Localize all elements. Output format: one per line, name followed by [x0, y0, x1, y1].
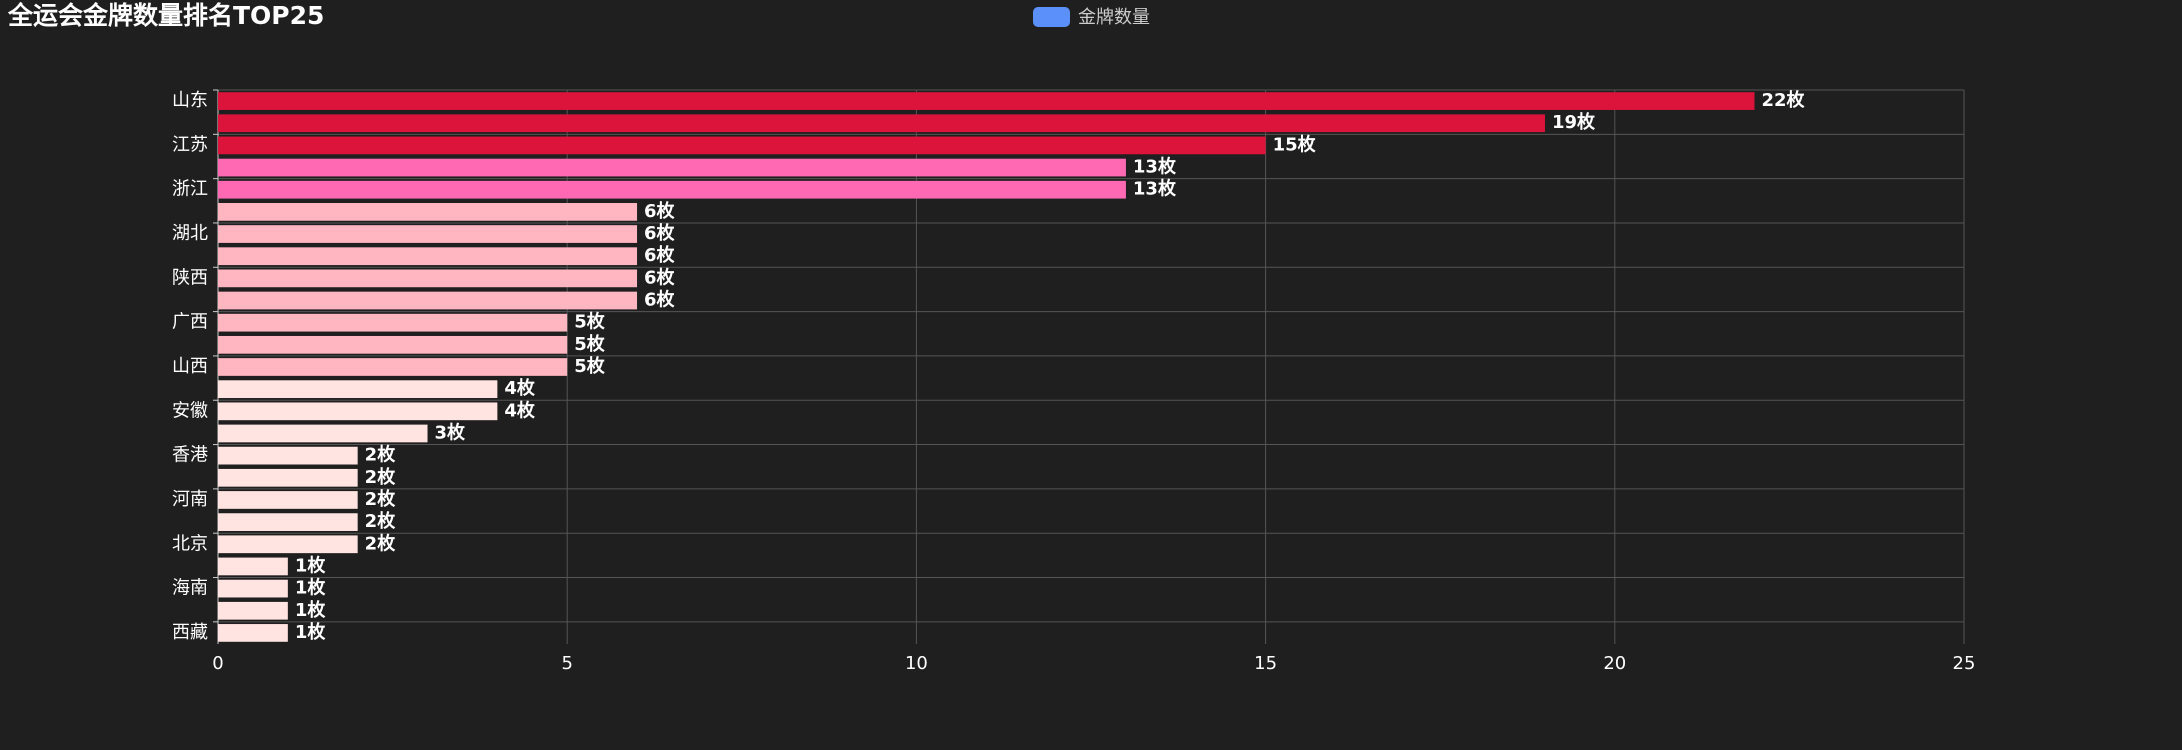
y-tick-label: 西藏	[172, 622, 208, 643]
bar[interactable]	[218, 446, 358, 465]
data-label: 3枚	[435, 421, 467, 443]
data-label: 1枚	[295, 554, 327, 576]
y-tick-label: 山西	[172, 356, 208, 377]
bar[interactable]	[218, 225, 638, 243]
y-tick-label: 山东	[172, 90, 208, 111]
bar[interactable]	[218, 313, 568, 332]
data-label: 19枚	[1552, 111, 1596, 133]
y-tick-label: 江苏	[172, 134, 208, 155]
data-label: 6枚	[644, 222, 676, 244]
bar[interactable]	[218, 92, 1755, 110]
data-label: 2枚	[365, 466, 397, 488]
y-tick-label: 安徽	[172, 400, 208, 421]
data-label: 5枚	[574, 355, 606, 377]
data-label: 1枚	[295, 621, 327, 643]
y-tick-label: 陕西	[172, 267, 208, 288]
data-label: 2枚	[365, 532, 397, 554]
x-tick-label: 0	[212, 653, 223, 674]
x-tick-label: 10	[905, 653, 928, 674]
x-tick-label: 25	[1953, 653, 1976, 674]
bar[interactable]	[218, 624, 288, 642]
legend-swatch[interactable]	[1033, 7, 1070, 27]
bar[interactable]	[218, 579, 288, 598]
y-tick-label: 河南	[172, 489, 208, 510]
data-label: 6枚	[644, 266, 676, 288]
data-label: 5枚	[574, 333, 606, 355]
data-label: 22枚	[1761, 89, 1805, 111]
data-label: 6枚	[644, 289, 676, 311]
data-label: 1枚	[295, 599, 327, 621]
y-tick-label: 海南	[172, 578, 208, 599]
bar[interactable]	[218, 468, 358, 487]
data-label: 13枚	[1133, 178, 1177, 200]
data-label: 5枚	[574, 311, 606, 333]
bar[interactable]	[218, 180, 1126, 199]
legend-label[interactable]: 金牌数量	[1078, 7, 1150, 28]
x-tick-label: 20	[1603, 653, 1626, 674]
data-label: 1枚	[295, 577, 327, 599]
data-label: 6枚	[644, 200, 676, 222]
data-label: 2枚	[365, 510, 397, 532]
x-tick-label: 15	[1254, 653, 1277, 674]
y-tick-label: 浙江	[172, 179, 208, 200]
data-label: 4枚	[504, 377, 536, 399]
bar[interactable]	[218, 269, 638, 288]
chart-title: 全运会金牌数量排名TOP25	[7, 1, 324, 30]
bar[interactable]	[218, 247, 638, 266]
bar[interactable]	[218, 601, 288, 620]
data-label: 6枚	[644, 244, 676, 266]
data-label: 13枚	[1133, 156, 1177, 178]
x-tick-label: 5	[561, 653, 572, 674]
bar[interactable]	[218, 557, 288, 576]
bar[interactable]	[218, 491, 358, 509]
bar[interactable]	[218, 513, 358, 531]
bar[interactable]	[218, 136, 1266, 155]
bar[interactable]	[218, 424, 428, 443]
data-label: 4枚	[504, 399, 536, 421]
data-label: 2枚	[365, 444, 397, 466]
y-tick-label: 北京	[172, 533, 208, 554]
bar[interactable]	[218, 158, 1126, 177]
y-tick-label: 湖北	[172, 223, 208, 244]
bar[interactable]	[218, 358, 568, 376]
bar[interactable]	[218, 402, 498, 421]
y-tick-label: 广西	[172, 312, 208, 333]
y-tick-label: 香港	[172, 445, 208, 466]
data-label: 2枚	[365, 488, 397, 510]
bar[interactable]	[218, 114, 1545, 133]
bar[interactable]	[218, 291, 638, 310]
bar[interactable]	[218, 380, 498, 399]
bar[interactable]	[218, 203, 638, 221]
data-label: 15枚	[1273, 133, 1317, 155]
bar[interactable]	[218, 335, 568, 354]
bar[interactable]	[218, 535, 358, 554]
